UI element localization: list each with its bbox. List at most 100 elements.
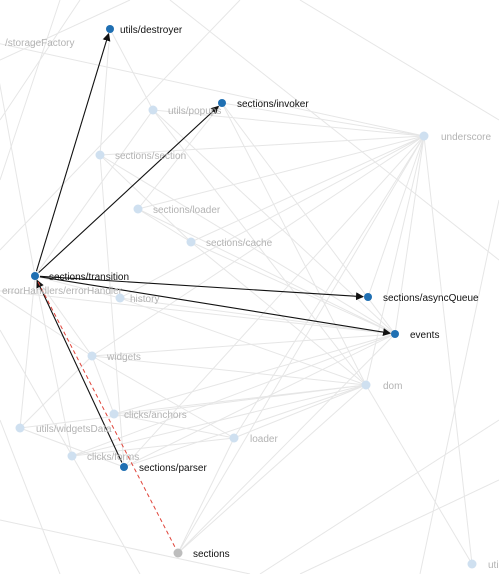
background-edge <box>190 241 367 386</box>
background-edge <box>137 208 192 243</box>
node-sections-transition[interactable]: sections/transition <box>31 272 129 283</box>
background-edge <box>19 355 93 429</box>
background-edge <box>123 333 396 468</box>
node-uti[interactable]: uti <box>467 559 499 572</box>
node-dot <box>218 99 226 107</box>
background-edge <box>0 0 131 61</box>
node-utils-popups[interactable]: utils/popups <box>148 105 222 118</box>
node-dot <box>467 559 477 569</box>
node-utils-destroyer[interactable]: utils/destroyer <box>106 25 183 36</box>
background-edge <box>177 384 367 554</box>
active-edges <box>34 32 392 554</box>
node-sections-parser[interactable]: sections/parser <box>120 463 207 474</box>
background-edge <box>0 519 251 574</box>
node-sections-asyncqueue[interactable]: sections/asyncQueue <box>364 293 479 304</box>
node-dot <box>95 150 105 160</box>
background-edge <box>0 43 425 137</box>
node-dot <box>229 433 239 443</box>
node-clicks-forms[interactable]: clicks/forms <box>67 451 140 464</box>
background-edge <box>0 0 61 181</box>
node-underscore[interactable]: underscore <box>419 131 492 144</box>
background-edge <box>221 102 425 137</box>
node-dot <box>106 25 114 33</box>
background-edge <box>233 384 367 439</box>
background-edge <box>91 333 396 357</box>
background-edge <box>0 82 36 277</box>
node-dot <box>364 293 372 301</box>
node-label: loader <box>250 434 278 445</box>
background-edge <box>34 275 121 299</box>
background-edge <box>123 384 367 468</box>
node-errorhandlers[interactable]: errorHandlers/errorHandler <box>0 286 123 298</box>
background-edge <box>119 297 367 386</box>
node-sections-loader[interactable]: sections/loader <box>133 204 221 217</box>
node-label: clicks/forms <box>87 452 139 463</box>
node-dot <box>186 237 196 247</box>
background-edge <box>91 135 425 357</box>
dependency-arrow <box>35 32 111 272</box>
node-sections-section[interactable]: sections/section <box>95 150 187 163</box>
node-dot <box>67 451 77 461</box>
node-label: uti <box>488 560 499 571</box>
background-edge <box>34 109 154 277</box>
background-edge <box>190 241 396 335</box>
node-dot <box>361 380 371 390</box>
node-label: utils/popups <box>168 106 221 117</box>
node-storagefactory[interactable]: /storageFactory <box>0 38 74 50</box>
background-edge <box>99 135 425 156</box>
node-label: utils/widgetsData <box>36 424 112 435</box>
node-label: sections <box>193 549 230 560</box>
background-edge <box>419 199 499 574</box>
background-edge <box>119 297 396 335</box>
dependency-arrow <box>39 275 365 301</box>
node-label: sections/cache <box>206 238 273 249</box>
background-edge <box>91 355 367 386</box>
background-edge <box>137 102 223 210</box>
background-edge <box>0 419 61 574</box>
node-dot <box>148 105 158 115</box>
background-edge <box>19 427 125 468</box>
node-label: underscore <box>441 132 491 143</box>
background-edge <box>177 437 235 554</box>
node-label: history <box>130 294 159 305</box>
nodes: utils/destroyer/storageFactory utils/popu… <box>0 25 499 572</box>
dependency-arrow <box>39 276 392 337</box>
node-sections[interactable]: sections <box>173 548 230 561</box>
background-edge <box>299 479 499 574</box>
node-dot <box>391 330 399 338</box>
node-label: sections/invoker <box>237 99 309 110</box>
node-dot <box>115 293 125 303</box>
node-widgets[interactable]: widgets <box>87 351 141 364</box>
node-dot <box>31 272 39 280</box>
node-dom[interactable]: dom <box>361 380 403 393</box>
background-edge <box>99 154 125 468</box>
node-dot <box>419 131 429 141</box>
node-dot <box>120 463 128 471</box>
dashed-dependency-edge <box>34 275 179 554</box>
node-sections-invoker[interactable]: sections/invoker <box>218 99 309 110</box>
node-label: sections/asyncQueue <box>383 293 479 304</box>
background-edge <box>19 384 367 429</box>
node-label: sections/loader <box>153 205 221 216</box>
node-label: dom <box>383 381 402 392</box>
background-edge <box>169 0 499 261</box>
background-edge <box>91 355 115 415</box>
background-edge <box>123 135 425 468</box>
node-loader[interactable]: loader <box>229 433 279 446</box>
background-edge <box>299 0 499 121</box>
node-utils-widgetsdata[interactable]: utils/widgetsData <box>15 423 113 436</box>
node-history[interactable]: history <box>115 293 160 306</box>
background-edge <box>423 135 473 565</box>
background-edge <box>113 413 235 439</box>
node-dot <box>173 548 183 558</box>
background-edge <box>177 135 425 554</box>
node-clicks-anchors[interactable]: clicks/anchors <box>109 409 187 422</box>
node-dot <box>15 423 25 433</box>
background-edge <box>19 275 36 429</box>
node-events[interactable]: events <box>391 330 439 341</box>
background-edge <box>394 135 425 335</box>
dependency-arrow <box>38 105 220 274</box>
node-sections-cache[interactable]: sections/cache <box>186 237 273 250</box>
